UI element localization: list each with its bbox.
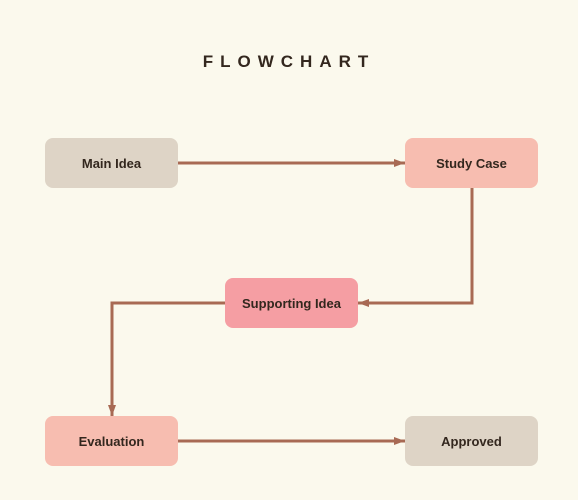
- node-label: Approved: [441, 434, 502, 449]
- flowchart-title: FLOWCHART: [0, 52, 578, 72]
- node-evaluation: Evaluation: [45, 416, 178, 466]
- node-study-case: Study Case: [405, 138, 538, 188]
- node-label: Supporting Idea: [242, 296, 341, 311]
- node-label: Study Case: [436, 156, 507, 171]
- node-supporting-idea: Supporting Idea: [225, 278, 358, 328]
- node-label: Evaluation: [79, 434, 145, 449]
- flowchart-canvas: FLOWCHART Main Idea Study Case Supportin…: [0, 0, 578, 500]
- node-main-idea: Main Idea: [45, 138, 178, 188]
- node-label: Main Idea: [82, 156, 141, 171]
- node-approved: Approved: [405, 416, 538, 466]
